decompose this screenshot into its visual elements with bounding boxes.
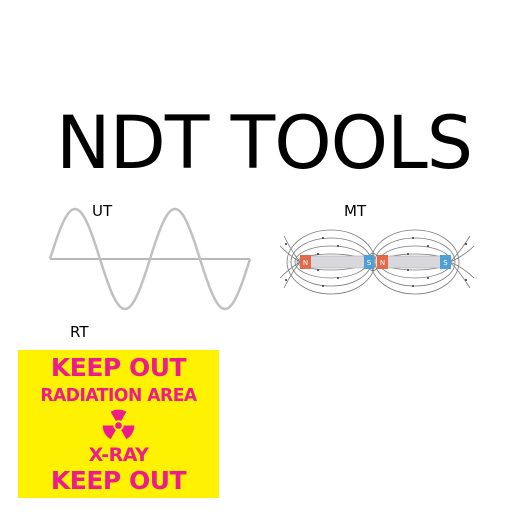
page-title: NDT TOOLS [56,101,473,186]
left-pole-s-label: S [367,259,372,267]
sign-line-2: RADIATION AREA [40,385,197,406]
right-magnet-south-pole [440,255,451,269]
right-bar-magnet [376,255,452,269]
right-pole-n-label: N [380,259,385,267]
field-arrows [285,237,467,287]
left-pole-n-label: N [303,259,308,267]
left-magnet-south-pole [364,255,374,269]
sign-line-3: X-RAY [88,444,149,466]
sign-line-4: KEEP OUT [50,466,187,495]
radiation-trefoil-icon [102,409,135,440]
label-mt: MT [344,202,367,220]
left-magnet-north-pole [300,255,311,269]
label-rt: RT [70,323,89,341]
magnetic-field-illustration: N S N S [279,229,475,295]
label-ut: UT [92,202,113,220]
sine-wave-illustration [48,207,252,311]
sign-line-1: KEEP OUT [50,353,187,382]
sine-wave [48,207,252,311]
right-magnet-north-pole [377,255,388,269]
left-bar-magnet [299,255,375,269]
right-pole-s-label: S [443,259,448,267]
field-lines [279,229,475,295]
radiation-warning-sign: KEEP OUT RADIATION AREA X-RAY KEEP OUT [18,350,219,498]
